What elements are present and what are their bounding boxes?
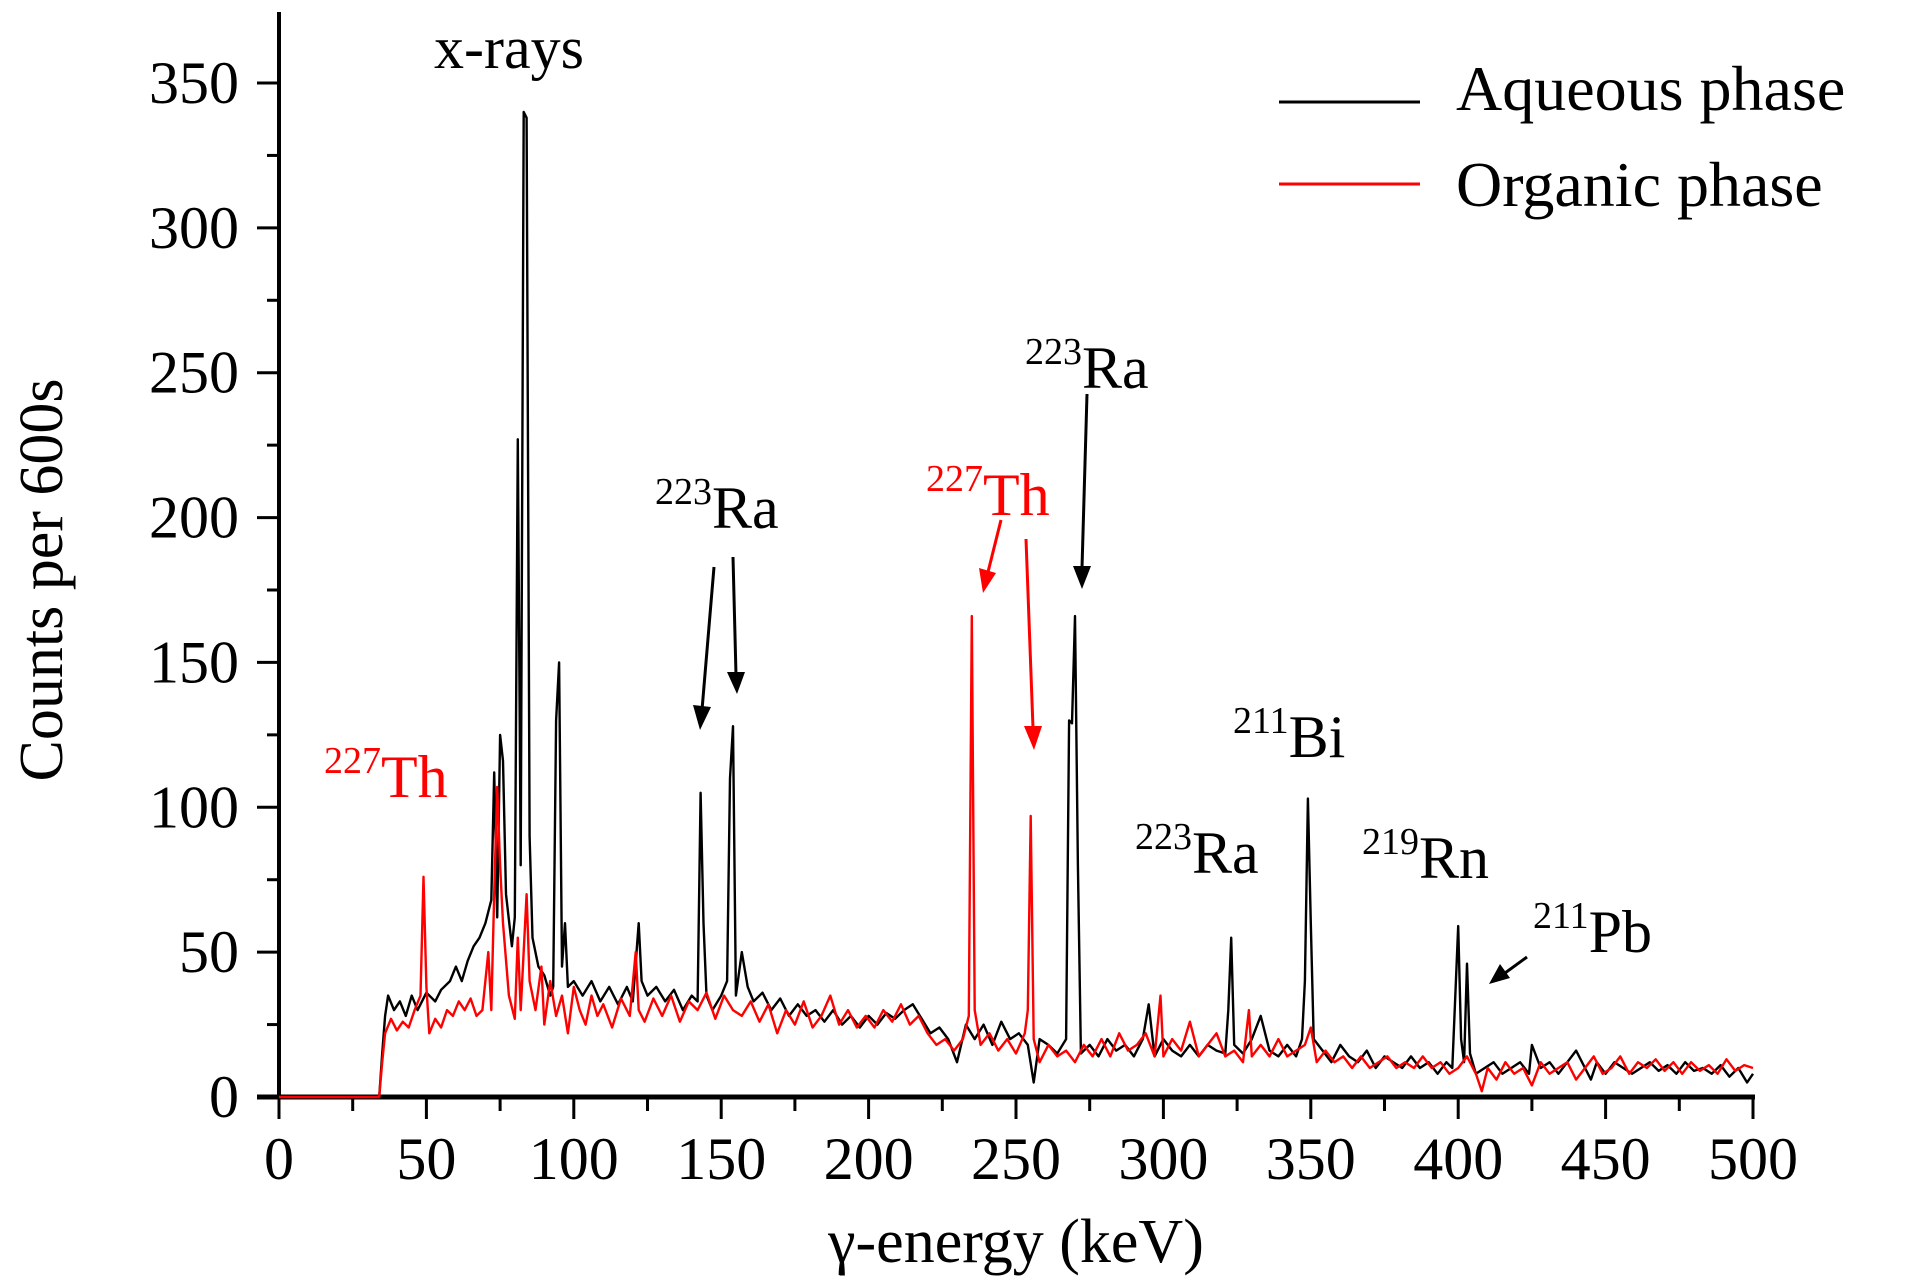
x-tick-label: 200 (824, 1126, 914, 1192)
annotation-superscript: 211 (1233, 700, 1289, 742)
arrowhead (693, 705, 711, 730)
arrow-th227-256 (1024, 538, 1035, 729)
annotation-element: Th (983, 462, 1050, 528)
y-tick-label: 50 (179, 919, 239, 985)
y-tick-label: 350 (149, 50, 239, 116)
y-tick-label: 100 (149, 774, 239, 840)
x-axis-title: γ-energy (keV) (827, 1208, 1204, 1276)
annotation-element: Th (381, 744, 448, 810)
arrow-ra223-154 (731, 556, 738, 676)
x-tick-label: 500 (1708, 1126, 1798, 1192)
annotation-bi211: 211Bi (1233, 700, 1345, 770)
annotation-superscript: 227 (926, 458, 983, 500)
annotation-rn219: 219Rn (1362, 821, 1489, 891)
x-tick-label: 250 (971, 1126, 1061, 1192)
series-line-aqueous (279, 110, 1754, 1099)
x-tick-label: 150 (676, 1126, 766, 1192)
arrowhead (727, 672, 745, 694)
annotation-ra223-144keV-154keV: 223Ra (655, 471, 779, 541)
x-tick-label: 450 (1561, 1126, 1651, 1192)
annotation-element: Ra (1082, 335, 1149, 401)
annotation-superscript: 227 (324, 740, 381, 782)
annotation-th227-mid: 227Th (926, 458, 1050, 528)
x-tick-label: 400 (1413, 1126, 1503, 1192)
annotation-element: Bi (1289, 704, 1346, 770)
annotation-element: Ra (1192, 820, 1259, 886)
annotation-x-rays: x-rays (434, 15, 584, 81)
axes: 0 50 100 150 200 250 300 350 400 450 500 0 50 100 150 2… (149, 12, 1798, 1192)
series-layer (279, 110, 1754, 1099)
arrowhead (979, 568, 996, 593)
annotation-superscript: 223 (1135, 816, 1192, 858)
annotation-superscript: 223 (1025, 331, 1082, 373)
series-line-organic (279, 614, 1754, 1099)
arrowhead (1024, 726, 1042, 750)
legend: Aqueous phase Organic phase (1279, 53, 1845, 220)
annotation-element: Ra (712, 475, 779, 541)
annotation-superscript: 223 (655, 471, 712, 513)
arrow-pb211 (1504, 955, 1528, 975)
annotation-arrows (693, 393, 1528, 984)
annotation-element: Pb (1589, 899, 1652, 965)
annotation-superscript: 219 (1362, 821, 1419, 863)
y-tick-label: 150 (149, 629, 239, 695)
annotation-th227-left: 227Th (324, 740, 448, 810)
arrow-th227-236 (986, 519, 1003, 573)
annotation-pb211: 211Pb (1533, 895, 1652, 965)
annotation-ra223-270keV: 223Ra (1025, 331, 1149, 401)
x-tick-label: 300 (1118, 1126, 1208, 1192)
x-tick-label: 350 (1266, 1126, 1356, 1192)
arrowhead (1489, 964, 1510, 984)
x-tick-label: 50 (396, 1126, 456, 1192)
legend-label-aqueous: Aqueous phase (1456, 53, 1845, 124)
annotation-ra223-324keV: 223Ra (1135, 816, 1259, 886)
y-tick-label: 200 (149, 485, 239, 551)
arrow-ra223-270 (1080, 393, 1089, 569)
annotation-superscript: 211 (1533, 895, 1589, 937)
y-tick-label: 300 (149, 195, 239, 261)
legend-label-organic: Organic phase (1456, 149, 1823, 220)
y-axis-title: Counts per 600s (8, 379, 76, 782)
arrowhead (1073, 566, 1091, 589)
x-tick-label: 100 (529, 1126, 619, 1192)
arrow-ra223-144 (700, 566, 716, 711)
x-tick-label: 0 (264, 1126, 294, 1192)
y-tick-label: 250 (149, 340, 239, 406)
annotation-element: Rn (1419, 825, 1489, 891)
y-tick-label: 0 (209, 1064, 239, 1130)
